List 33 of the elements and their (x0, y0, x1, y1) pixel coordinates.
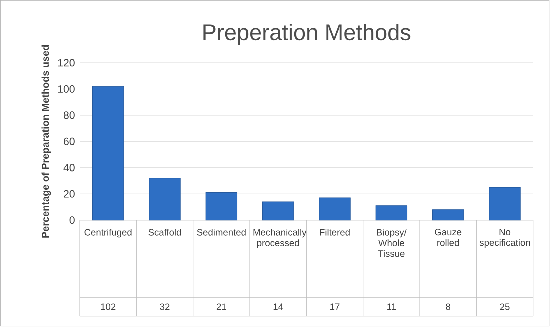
y-tick-label: 60 (64, 138, 75, 146)
bar (262, 202, 294, 221)
bar (206, 192, 238, 221)
bar (319, 198, 351, 221)
bar (92, 86, 124, 221)
y-tick-label: 80 (64, 112, 75, 120)
x-tick-label: Sedimented (197, 229, 246, 236)
x-tick-label: Centrifuged (84, 229, 132, 238)
y-tick-label: 100 (58, 85, 75, 93)
x-tick-label: Biopsy/ Whole Tissue (377, 229, 407, 258)
data-label: 21 (216, 304, 226, 310)
x-tick-label: Gauze rolled (435, 229, 462, 246)
data-label: 25 (500, 304, 510, 310)
x-tick-label: Mechanically processed (254, 229, 307, 248)
bar (376, 206, 408, 221)
y-axis-title: Percentage of Preparation Methods used (42, 45, 52, 238)
data-label: 17 (330, 304, 340, 310)
bar (489, 187, 521, 221)
bar (149, 178, 181, 221)
y-tick-label: 40 (64, 164, 75, 172)
data-label: 32 (160, 304, 170, 310)
chart-title: Preperation Methods (204, 24, 411, 46)
data-label: 8 (446, 304, 451, 310)
y-tick-label: 20 (64, 190, 75, 198)
y-tick-label: 0 (70, 216, 75, 224)
data-label: 11 (388, 304, 396, 310)
data-label: 14 (274, 304, 284, 310)
x-tick-label: Scaffold (148, 229, 182, 236)
data-label: 102 (101, 304, 116, 310)
bar (432, 210, 464, 221)
x-tick-label: Filtered (320, 229, 350, 236)
y-tick-label: 120 (58, 59, 75, 67)
x-tick-label: No specification (480, 229, 530, 248)
